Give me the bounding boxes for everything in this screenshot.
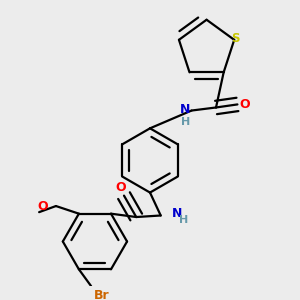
Text: O: O	[240, 98, 250, 111]
Text: N: N	[171, 208, 182, 220]
Text: O: O	[38, 200, 48, 212]
Text: Br: Br	[94, 289, 110, 300]
Text: H: H	[181, 117, 190, 127]
Text: O: O	[116, 182, 126, 194]
Text: N: N	[180, 103, 190, 116]
Text: H: H	[179, 215, 188, 225]
Text: S: S	[232, 32, 240, 45]
